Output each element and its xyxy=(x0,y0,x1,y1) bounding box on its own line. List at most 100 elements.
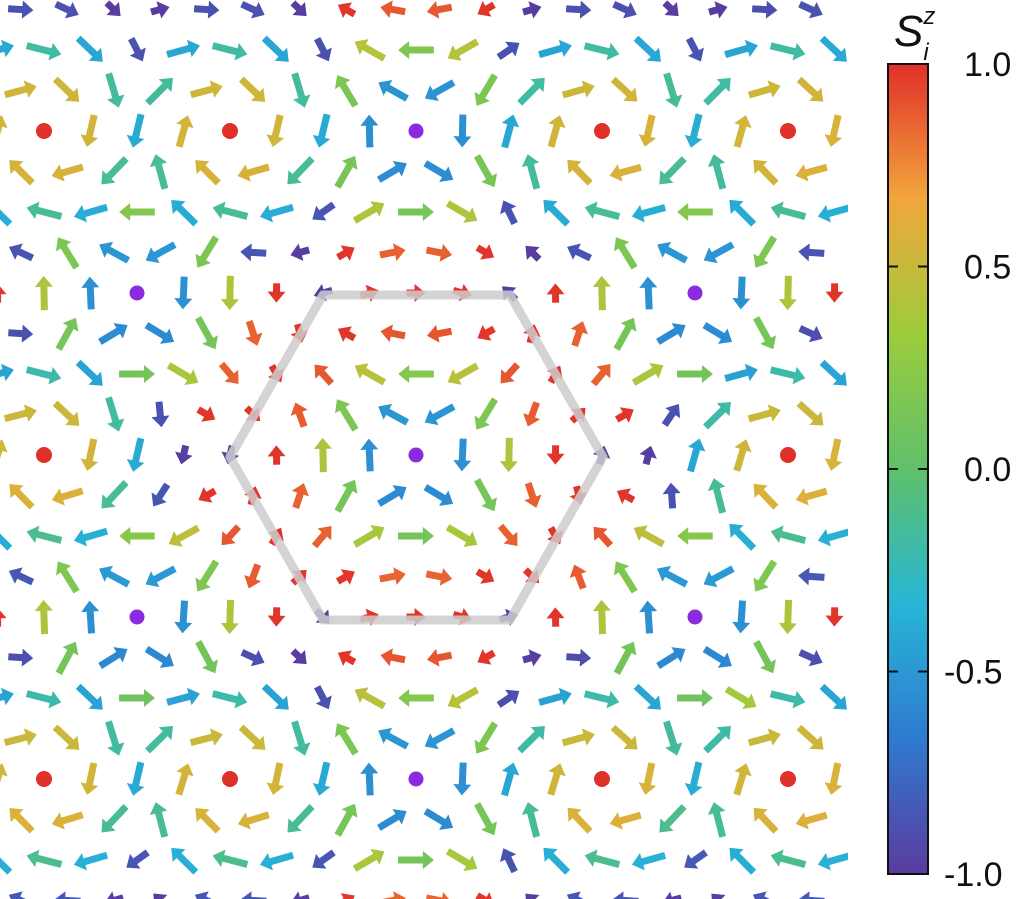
spin-arrow xyxy=(445,200,478,223)
spin-arrow xyxy=(360,762,379,796)
spin-arrow xyxy=(337,650,357,667)
spin-arrow xyxy=(770,849,807,869)
spin-arrow xyxy=(0,687,14,706)
spin-arrow xyxy=(525,893,542,899)
spin-arrow xyxy=(398,365,434,383)
spin-arrow xyxy=(770,525,807,545)
spin-arrow xyxy=(521,802,541,838)
spin-arrow xyxy=(684,849,708,869)
spin-down-dot xyxy=(129,609,145,625)
spin-arrow xyxy=(0,847,13,875)
spin-arrow xyxy=(753,807,779,834)
spin-arrow xyxy=(55,641,79,675)
spin-arrow xyxy=(9,483,35,510)
spin-arrow xyxy=(474,721,499,754)
colorbar-tick-label: -0.5 xyxy=(944,654,1003,692)
spin-arrow xyxy=(798,891,825,899)
spin-arrow xyxy=(707,478,727,514)
spin-arrow xyxy=(290,891,311,899)
spin-arrow xyxy=(584,201,621,221)
spin-arrow xyxy=(314,685,332,710)
spin-arrow xyxy=(25,42,62,61)
colorbar-tick-label: 1.0 xyxy=(964,46,1011,84)
spin-arrow xyxy=(798,1,823,19)
spin-arrow xyxy=(546,607,565,627)
spin-arrow xyxy=(795,487,828,506)
spin-arrow xyxy=(379,567,406,585)
spin-arrow xyxy=(55,237,80,270)
spin-arrow xyxy=(769,42,806,61)
spin-arrow xyxy=(189,80,223,99)
spin-arrow xyxy=(220,599,239,635)
spin-arrow xyxy=(352,849,385,872)
spin-arrow xyxy=(218,361,239,385)
spin-arrow xyxy=(378,79,409,102)
spin-arrow xyxy=(291,483,309,510)
spin-arrow xyxy=(524,481,542,508)
spin-arrow xyxy=(354,363,387,386)
spin-arrow xyxy=(616,488,636,505)
spin-arrow xyxy=(360,114,379,148)
spin-arrow xyxy=(703,565,735,588)
spin-arrow xyxy=(195,316,218,350)
spin-arrow xyxy=(453,438,472,472)
spin-arrow xyxy=(656,323,686,345)
spin-arrow xyxy=(609,811,642,830)
spin-arrow xyxy=(517,725,545,754)
spin-arrow xyxy=(52,724,80,750)
spin-arrow xyxy=(547,115,566,148)
spin-arrow xyxy=(220,275,239,311)
spin-arrow xyxy=(751,0,778,19)
spin-arrow xyxy=(151,401,170,428)
spin-arrow xyxy=(753,159,779,186)
spin-arrow xyxy=(567,243,592,262)
spin-arrow xyxy=(3,728,37,747)
spin-arrow xyxy=(423,808,454,830)
spin-arrow xyxy=(34,275,53,311)
spin-arrow xyxy=(424,403,456,426)
spin-arrow xyxy=(570,321,588,348)
skyrmion-core-dot xyxy=(222,771,238,787)
spin-arrow xyxy=(425,892,453,899)
spin-arrow xyxy=(51,487,84,506)
spin-arrow xyxy=(291,720,311,756)
spin-arrow xyxy=(662,0,679,17)
spin-arrow xyxy=(817,527,848,547)
spin-arrow xyxy=(474,802,497,836)
spin-arrow xyxy=(613,237,638,270)
spin-arrow xyxy=(237,811,270,830)
spin-arrow xyxy=(211,690,248,709)
spin-arrow xyxy=(291,72,311,108)
spin-arrow xyxy=(747,404,781,423)
spin-arrow xyxy=(631,851,667,871)
spin-arrow xyxy=(195,559,220,592)
spin-arrow xyxy=(149,802,169,838)
spin-arrow xyxy=(193,0,220,19)
spin-arrow xyxy=(561,728,595,747)
spin-arrow xyxy=(126,437,145,472)
spin-arrow xyxy=(633,35,661,62)
spin-arrow xyxy=(659,156,687,185)
spin-arrow xyxy=(747,80,781,99)
spin-arrow xyxy=(521,154,541,190)
spin-arrow xyxy=(631,204,667,223)
spin-arrow xyxy=(447,362,480,385)
spin-arrow xyxy=(398,203,434,221)
spin-arrow xyxy=(819,35,847,62)
spin-arrow xyxy=(54,891,81,899)
spin-arrow xyxy=(101,480,129,509)
spin-arrow xyxy=(724,363,758,382)
spin-arrow xyxy=(259,203,295,223)
spin-arrow xyxy=(590,363,611,387)
spin-arrow xyxy=(194,891,221,899)
spin-arrow xyxy=(55,561,80,594)
spin-arrow xyxy=(126,113,145,148)
spin-arrow xyxy=(732,600,751,634)
spin-arrow xyxy=(584,849,621,869)
spin-arrow xyxy=(610,724,638,750)
skyrmion-core-dot xyxy=(780,771,796,787)
spin-arrow xyxy=(267,445,286,465)
spin-arrow xyxy=(473,154,497,188)
spin-arrow xyxy=(496,689,520,708)
spin-arrow xyxy=(824,114,843,147)
